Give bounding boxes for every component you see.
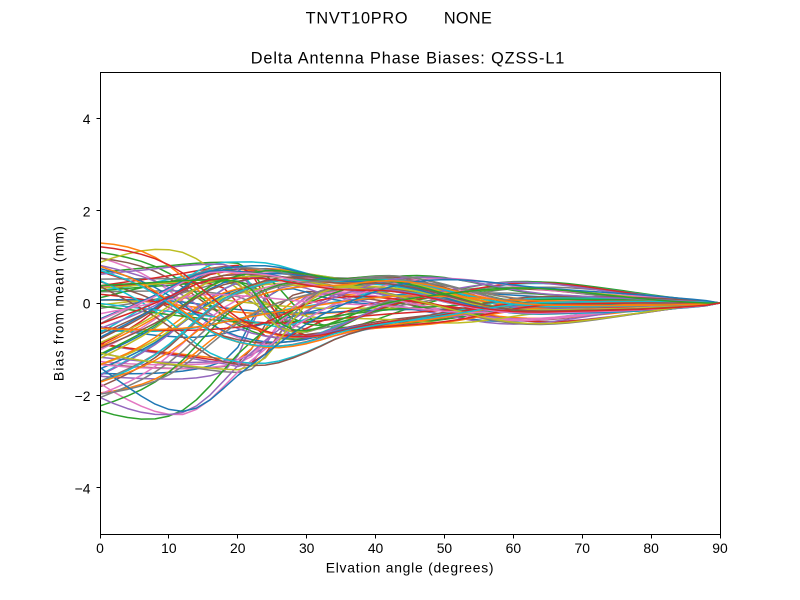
svg-text:20: 20 xyxy=(230,540,246,556)
svg-text:0: 0 xyxy=(83,296,91,312)
svg-text:80: 80 xyxy=(643,540,659,556)
svg-text:40: 40 xyxy=(368,540,384,556)
svg-text:70: 70 xyxy=(574,540,590,556)
svg-text:Elvation angle (degrees): Elvation angle (degrees) xyxy=(326,559,495,575)
svg-text:60: 60 xyxy=(506,540,522,556)
svg-text:90: 90 xyxy=(712,540,728,556)
svg-text:10: 10 xyxy=(161,540,177,556)
svg-text:30: 30 xyxy=(299,540,315,556)
svg-text:2: 2 xyxy=(83,203,91,219)
svg-text:Delta Antenna Phase Biases: QZ: Delta Antenna Phase Biases: QZSS-L1 xyxy=(251,50,565,68)
svg-text:Bias from mean (mm): Bias from mean (mm) xyxy=(51,225,67,381)
svg-text:0: 0 xyxy=(96,540,104,556)
svg-text:50: 50 xyxy=(437,540,453,556)
svg-text:4: 4 xyxy=(83,111,91,127)
svg-text:−2: −2 xyxy=(75,388,91,404)
svg-text:NONE: NONE xyxy=(444,10,492,28)
svg-text:TNVT10PRO: TNVT10PRO xyxy=(306,10,409,28)
svg-text:−4: −4 xyxy=(75,481,91,497)
